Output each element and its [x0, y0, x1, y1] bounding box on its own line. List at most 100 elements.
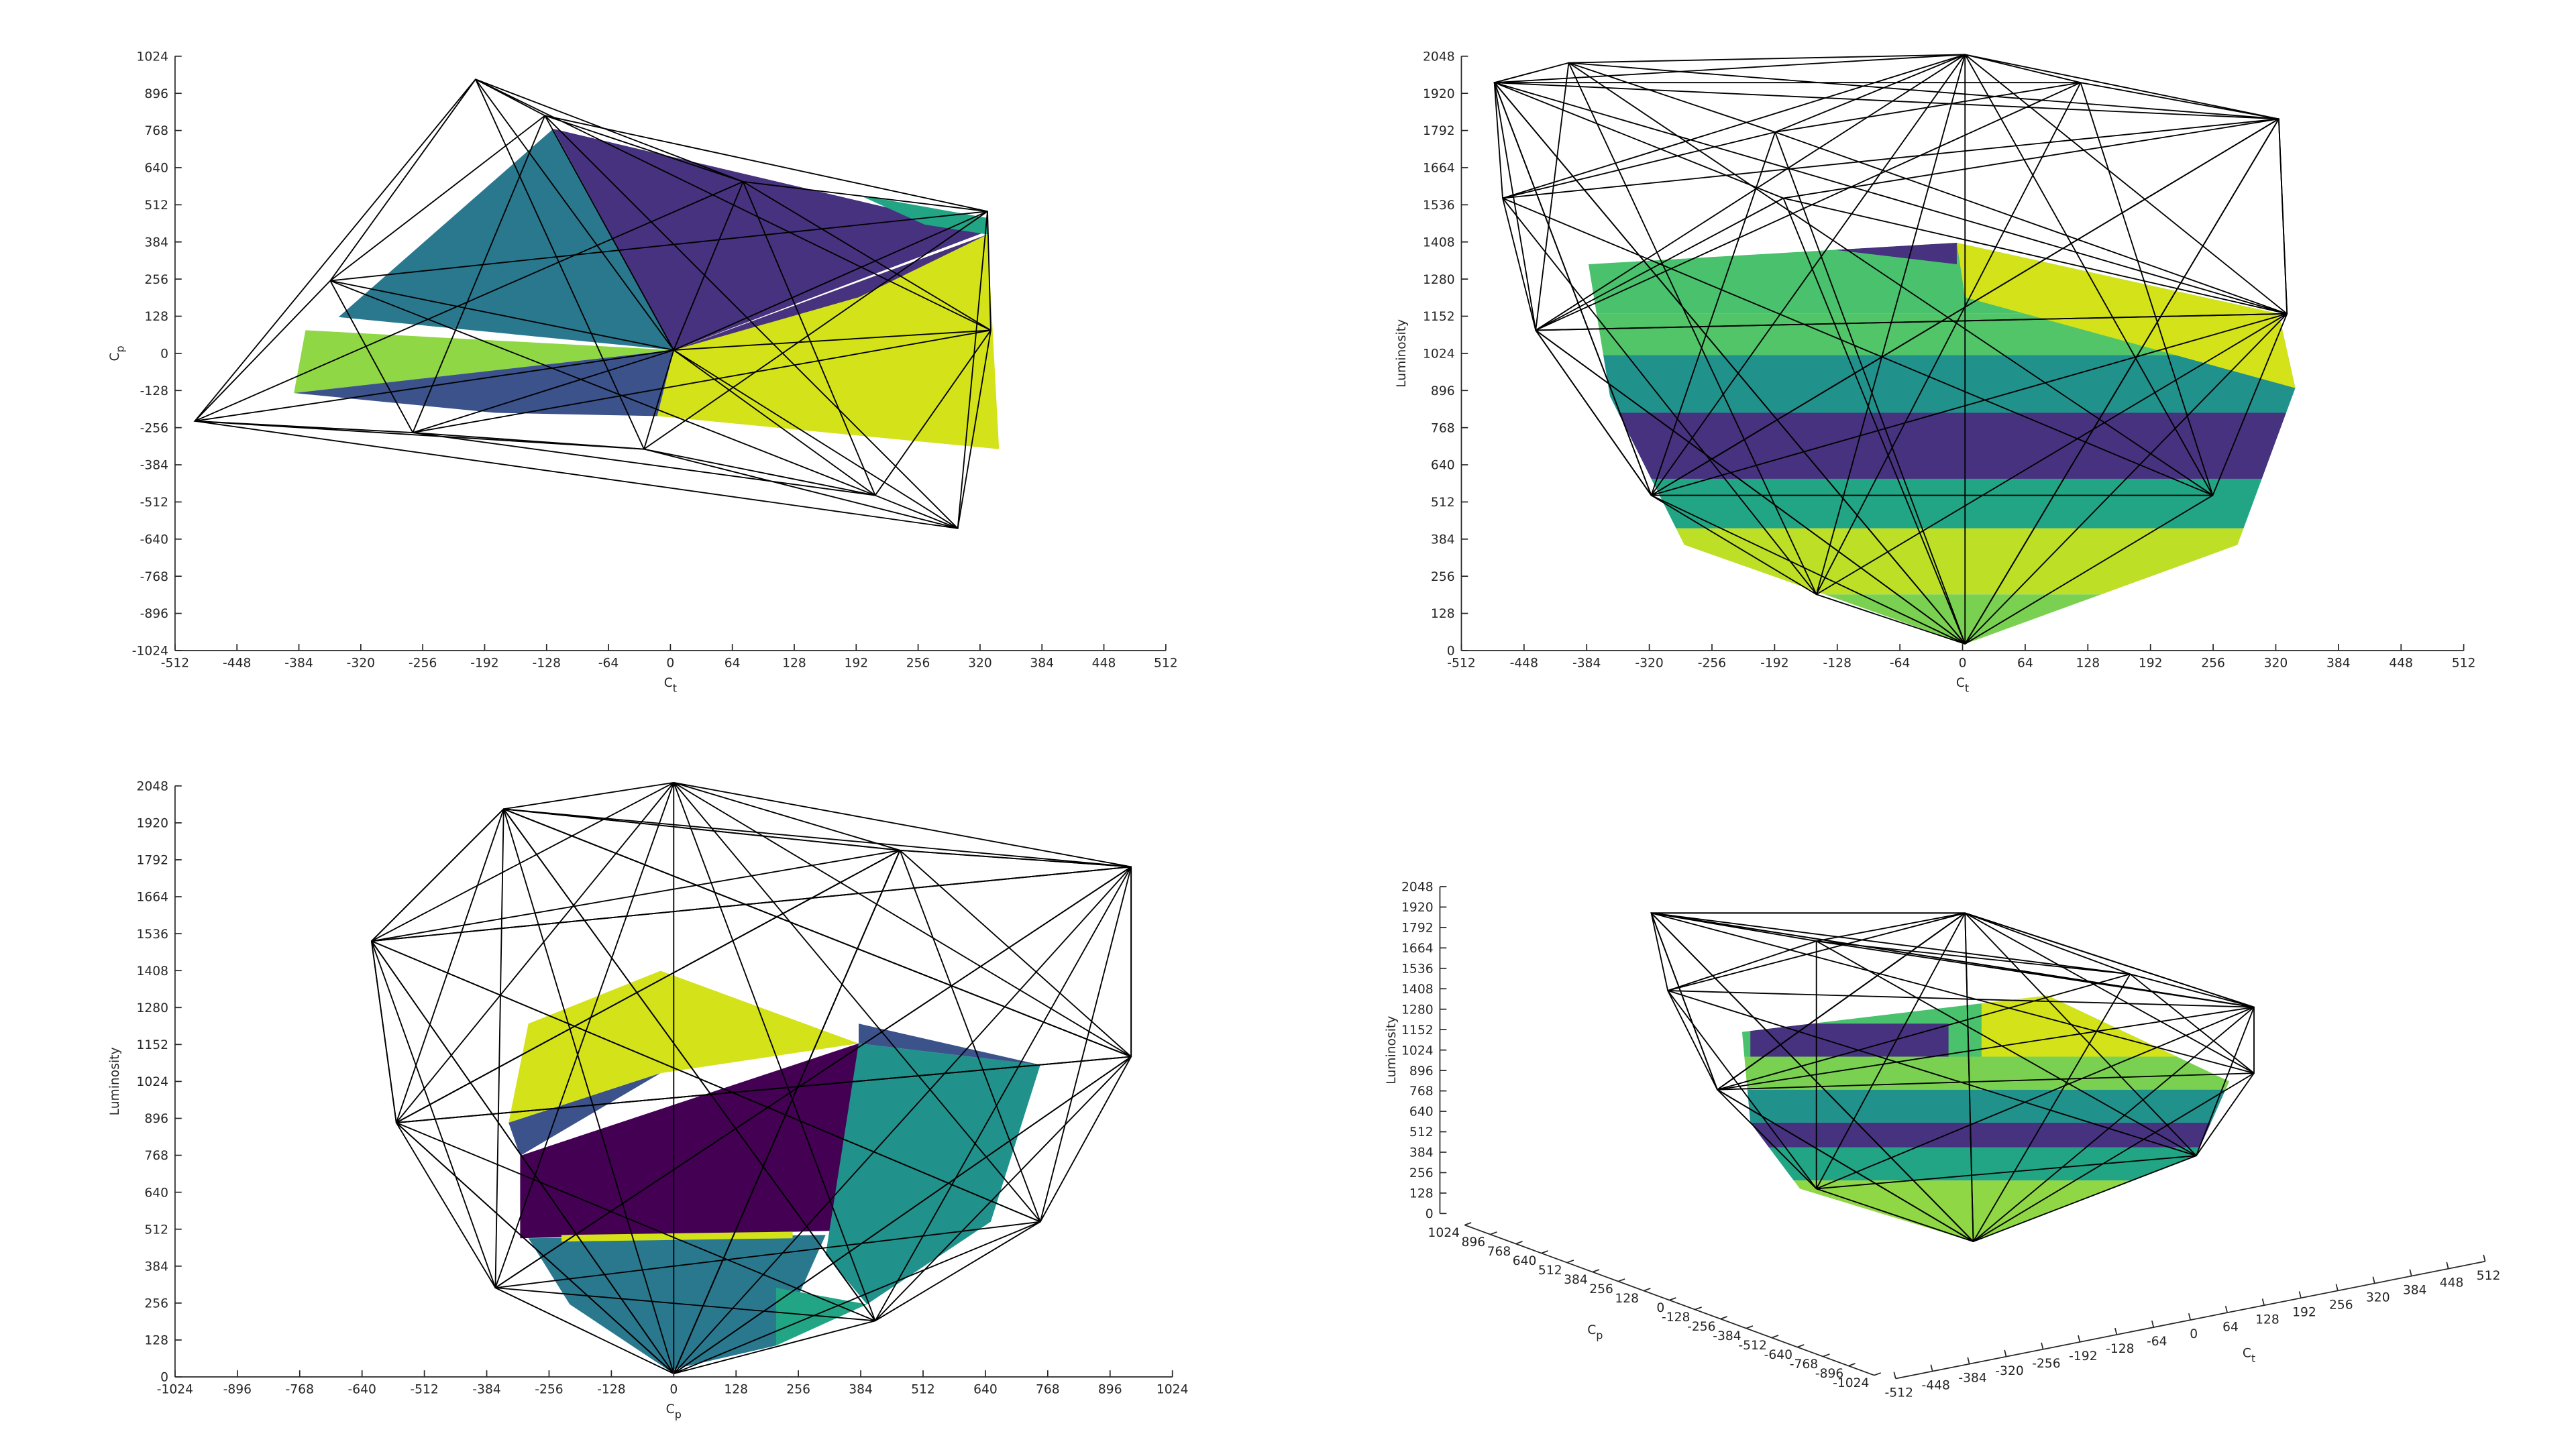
z-tick-label: 1920 [1401, 901, 1434, 915]
y-tick-label: 2048 [137, 779, 169, 793]
y-tick-label: -512 [1885, 1386, 1913, 1400]
wire-edge [475, 78, 645, 450]
y-tick-label: 128 [144, 310, 168, 324]
x-tick [1720, 1316, 1728, 1320]
wire-edge [1667, 940, 1817, 991]
wire-edge [1965, 54, 2081, 84]
x-tick-label: 384 [2326, 657, 2351, 671]
wire-edge [413, 329, 991, 433]
wire-edge [396, 782, 675, 1123]
y-tick [1930, 1364, 1933, 1372]
x-tick-label: 512 [1538, 1264, 1562, 1278]
wire-edge [195, 349, 674, 422]
y-tick-label: -256 [2032, 1357, 2060, 1371]
label-main: Luminosity [108, 1047, 122, 1115]
wire-edge [1964, 912, 2255, 1074]
y-tick-label: 512 [2477, 1269, 2501, 1283]
y-tick-label: -512 [140, 496, 168, 510]
x-tick-label: -384 [284, 657, 313, 671]
wire-edge [544, 115, 959, 529]
label-main: Luminosity [1385, 1016, 1399, 1084]
surfaces-4 [1741, 995, 2230, 1242]
wire-edge [396, 1122, 875, 1322]
y-tick [2335, 1284, 2339, 1291]
wire-edge [643, 211, 988, 450]
x-tick-label: -128 [1823, 657, 1851, 671]
wire-edge [545, 115, 988, 213]
wire-edge [899, 850, 1041, 1222]
x-tick-label: 192 [2139, 657, 2163, 671]
x-tick [1874, 1372, 1881, 1376]
wire-edge [330, 280, 674, 351]
wire-edge [370, 940, 496, 1288]
y-tick-label: -128 [140, 384, 168, 398]
y-tick-label: 64 [2222, 1320, 2239, 1334]
x-tick-label: -768 [286, 1383, 314, 1397]
x-tick-label: -512 [410, 1383, 438, 1397]
axis-label: Ct [1956, 676, 1969, 694]
x-tick [1823, 1353, 1830, 1357]
y-tick-label: 256 [2329, 1298, 2353, 1312]
wire-edge [1502, 54, 1966, 199]
x-tick-label: -640 [347, 1383, 376, 1397]
wire-edge [1973, 1072, 2255, 1242]
y-tick-label: 896 [1431, 384, 1455, 398]
wire-edge [396, 849, 900, 1123]
wire-edge [1964, 54, 2288, 315]
x-tick-label: 128 [1615, 1292, 1639, 1306]
wire-edge [1774, 54, 1966, 133]
y-tick-label: 896 [144, 1112, 168, 1126]
wire-edge [1964, 118, 2279, 645]
x-tick [1618, 1278, 1625, 1282]
x-tick-label: -512 [1738, 1339, 1766, 1353]
x-tick-label: -256 [1698, 657, 1726, 671]
y-tick-label: 1408 [137, 964, 169, 979]
label-sub: p [114, 345, 127, 352]
y-tick-label: 2048 [1423, 50, 1455, 64]
x-tick-label: 640 [973, 1383, 998, 1397]
wire-edge [1774, 131, 2288, 315]
x-tick-label: -128 [533, 657, 561, 671]
y-tick-label: -384 [140, 459, 168, 473]
y-tick-label: 384 [144, 1260, 168, 1274]
wire-edge [643, 349, 675, 449]
y-tick [2372, 1276, 2375, 1284]
y-tick-label: -128 [2106, 1342, 2134, 1356]
wire-edge [1502, 197, 2213, 496]
label-main: C [1587, 1323, 1596, 1337]
y-tick-label: 1024 [1423, 347, 1455, 361]
x-tick-label: -256 [409, 657, 437, 671]
x-tick [1695, 1306, 1702, 1311]
wire-edge [1668, 990, 2255, 1008]
wire-edge [1717, 912, 1966, 1091]
y-tick-label: 1536 [1423, 199, 1455, 213]
x-tick [1848, 1363, 1856, 1367]
y-tick-label: 1152 [1423, 310, 1455, 324]
x-tick-label: 0 [1656, 1301, 1664, 1315]
label-main: C [666, 1402, 675, 1416]
y-tick-label: 1792 [1423, 124, 1455, 138]
x-tick-label: -768 [1790, 1357, 1818, 1372]
wire-edge [494, 782, 675, 1288]
y-tick-label: -448 [1921, 1379, 1949, 1393]
x-tick [1566, 1260, 1574, 1264]
wire-edge [1502, 197, 1817, 595]
y-tick-label: 384 [1431, 533, 1455, 547]
wire-edge [1717, 973, 2131, 1091]
x-tick-label: -512 [1447, 657, 1475, 671]
wire-edge [494, 866, 1132, 1288]
z-tick-label: 896 [1409, 1064, 1434, 1078]
x-tick-label: -192 [470, 657, 498, 671]
x-tick [1771, 1335, 1779, 1339]
wire-edge [371, 940, 1041, 1223]
wire-edge [1717, 1072, 2255, 1091]
wire-edge [874, 329, 991, 496]
x-tick-label: 512 [2452, 657, 2476, 671]
y-tick-label: -640 [140, 533, 168, 547]
axis-label: Luminosity [1395, 319, 1409, 388]
y-tick-label: 1152 [137, 1038, 169, 1052]
axis-label: Ct [2243, 1346, 2255, 1364]
wire-edge [1651, 118, 2279, 496]
wire-edge [1536, 313, 2288, 331]
